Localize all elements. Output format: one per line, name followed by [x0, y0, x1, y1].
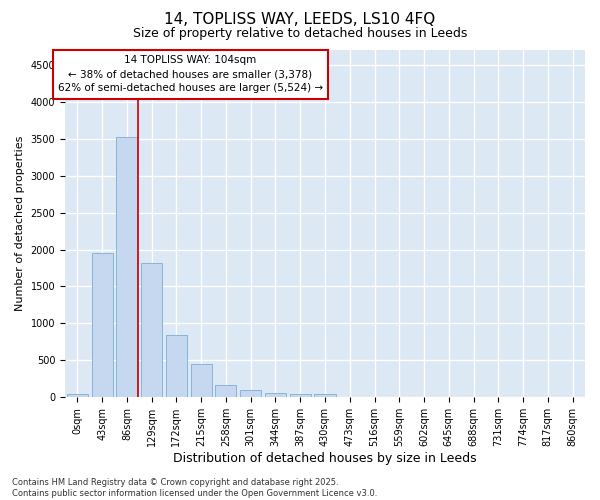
- Y-axis label: Number of detached properties: Number of detached properties: [15, 136, 25, 312]
- Bar: [290, 394, 311, 398]
- Bar: [92, 253, 113, 398]
- Text: 14, TOPLISS WAY, LEEDS, LS10 4FQ: 14, TOPLISS WAY, LEEDS, LS10 4FQ: [164, 12, 436, 28]
- Bar: [141, 263, 162, 398]
- Text: 14 TOPLISS WAY: 104sqm
← 38% of detached houses are smaller (3,378)
62% of semi-: 14 TOPLISS WAY: 104sqm ← 38% of detached…: [58, 56, 323, 94]
- Bar: [67, 394, 88, 398]
- Text: Size of property relative to detached houses in Leeds: Size of property relative to detached ho…: [133, 28, 467, 40]
- Bar: [116, 137, 137, 398]
- Bar: [191, 364, 212, 398]
- Text: Contains HM Land Registry data © Crown copyright and database right 2025.
Contai: Contains HM Land Registry data © Crown c…: [12, 478, 377, 498]
- Bar: [314, 394, 335, 398]
- X-axis label: Distribution of detached houses by size in Leeds: Distribution of detached houses by size …: [173, 452, 477, 465]
- Bar: [240, 390, 261, 398]
- Bar: [265, 394, 286, 398]
- Bar: [166, 334, 187, 398]
- Bar: [215, 385, 236, 398]
